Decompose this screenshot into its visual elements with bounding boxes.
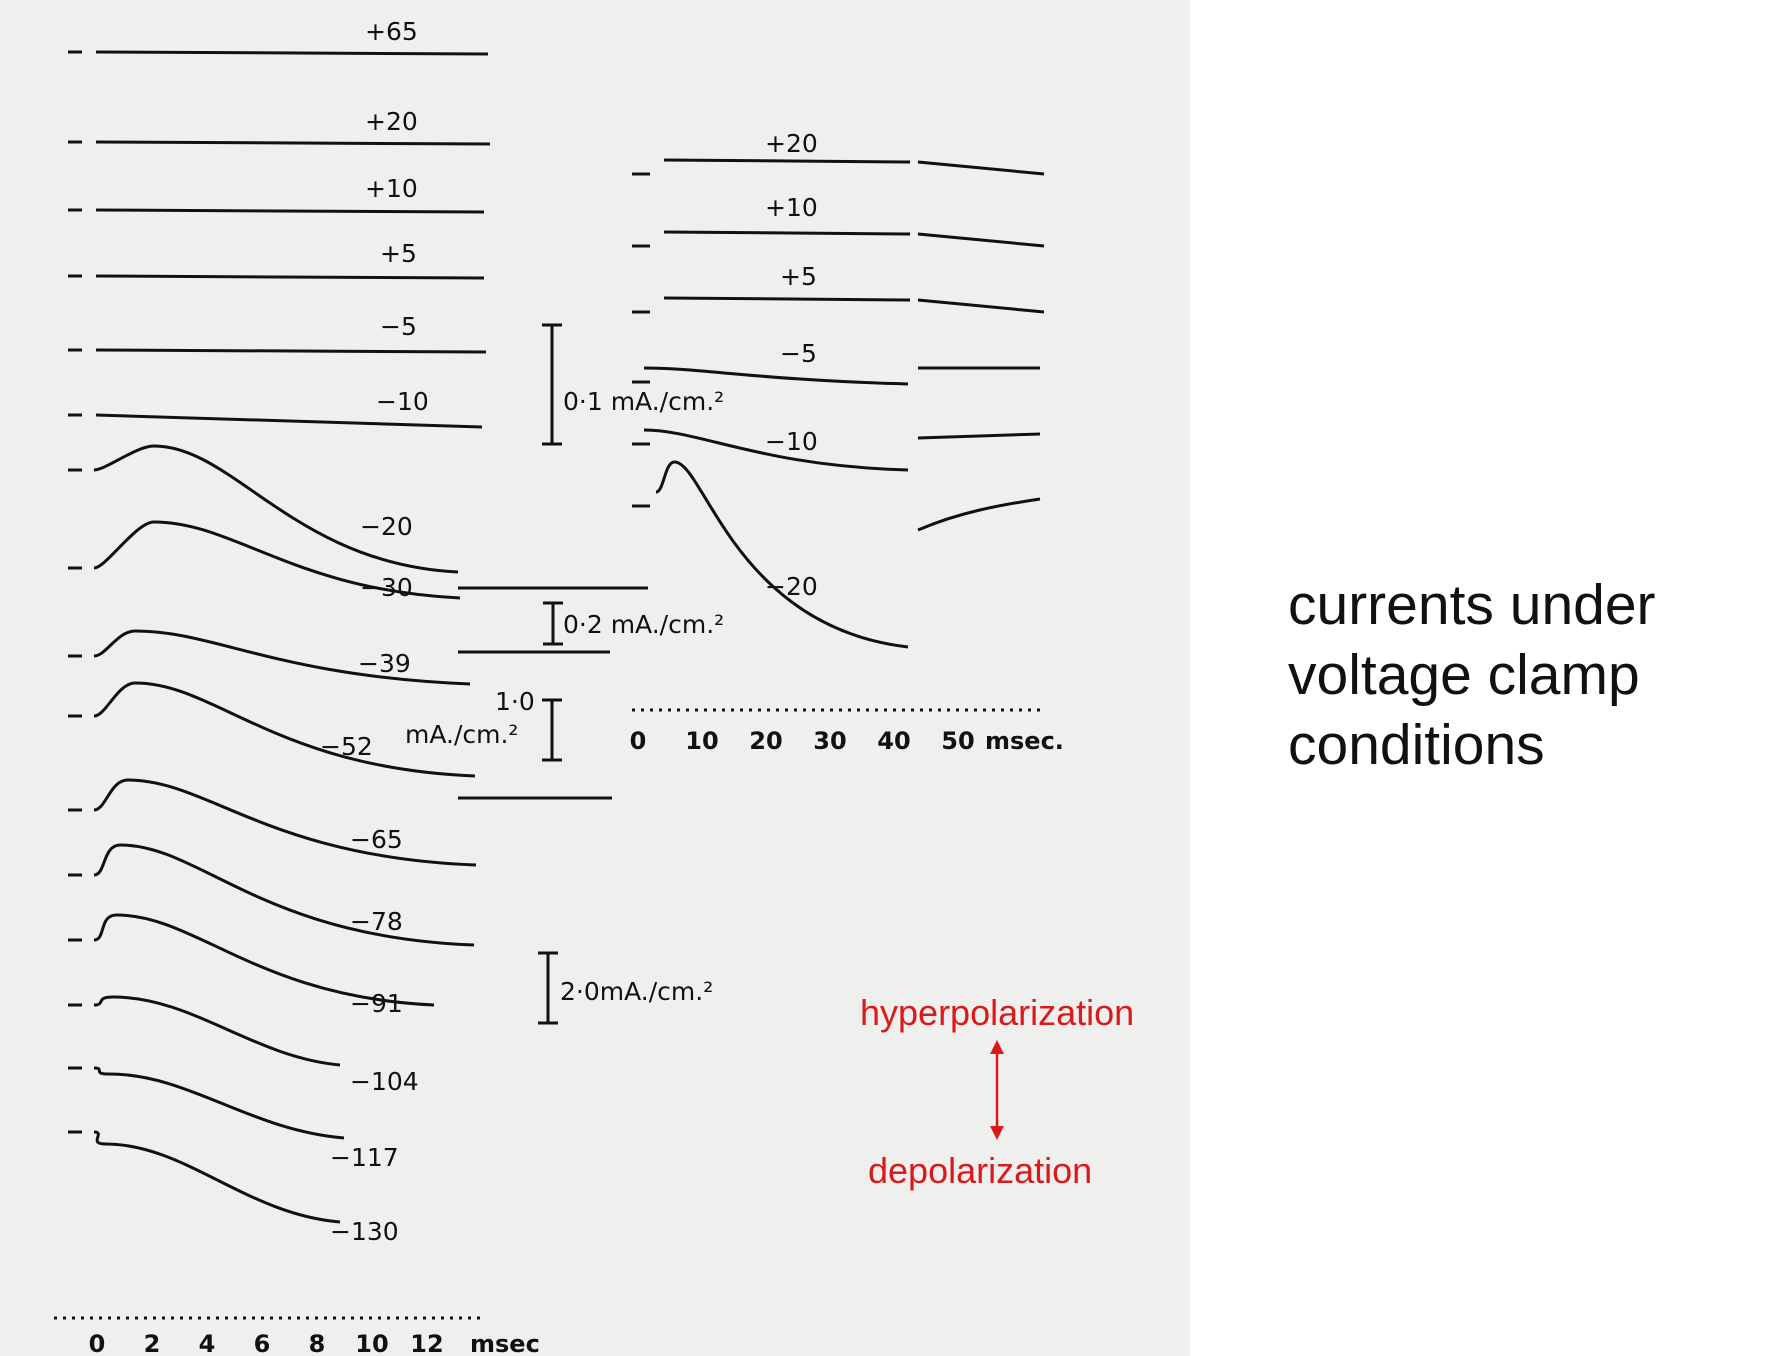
scale-bar-label: 0·2 mA./cm.² [563,610,724,639]
trace-line [93,843,475,947]
trace-line [643,428,909,472]
x-tick-label: 10 [355,1330,388,1356]
trace-label: +5 [780,262,817,291]
x-tick-label: 2 [144,1330,161,1356]
scale-bar-label: 2·0mA./cm.² [560,977,713,1006]
x-tick-label: 50 [941,727,974,755]
trace-label: −10 [765,427,818,456]
trace-label: −78 [350,907,403,936]
double-arrow-icon [990,1040,1004,1140]
trace-line [917,497,1041,532]
trace-label: −117 [330,1143,399,1172]
trace-label: −30 [360,573,413,602]
trace-line [93,995,341,1067]
scale-bar-label: 1·0 [495,687,535,716]
trace-line [93,1130,341,1224]
caption-line-3: conditions [1288,713,1545,777]
caption-line-1: currents under [1288,573,1656,637]
trace-label: −91 [350,989,403,1018]
trace-label: −130 [330,1217,399,1246]
caption: currents under voltage clamp conditions [1288,570,1758,780]
trace-line [93,1066,345,1140]
trace-line [93,444,459,574]
trace-line [93,778,477,867]
trace-label: −39 [358,649,411,678]
trace-line [663,296,1045,314]
trace-line [93,629,471,686]
trace-line [93,913,435,1007]
trace-line [663,230,1045,248]
trace-line [655,460,909,649]
trace-line [917,432,1041,440]
figure-panel: +65 +20 +10 +5 −5 −10 −20 −30 −39 −52 −65 −78 −91 −10… [0,0,1190,1356]
trace-label: −65 [350,825,403,854]
x-tick-label: 12 [410,1330,443,1356]
x-tick-label: 30 [813,727,846,755]
x-tick-label: 10 [685,727,718,755]
trace-label: +65 [365,17,418,46]
trace-line [663,158,1045,176]
caption-line-2: voltage clamp [1288,643,1640,707]
x-axis-unit: msec. [985,727,1064,755]
trace-line [95,348,487,354]
trace-label: +5 [380,239,417,268]
trace-label: −5 [380,312,417,341]
trace-label: −5 [780,339,817,368]
x-tick-label: 6 [254,1330,271,1356]
depolarization-label: depolarization [868,1150,1093,1191]
trace-line [643,366,909,386]
x-axis-unit: msec [470,1330,540,1356]
trace-line [95,140,491,146]
trace-label: +10 [765,193,818,222]
x-tick-label: 0 [630,727,647,755]
trace-line [95,50,489,56]
trace-line [95,208,485,214]
trace-line [95,413,483,429]
trace-line [95,274,485,280]
trace-label: −52 [320,732,373,761]
x-tick-label: 8 [309,1330,326,1356]
trace-line [93,520,461,600]
trace-label: +20 [765,129,818,158]
scale-bar-label: 0·1 mA./cm.² [563,387,724,416]
voltage-clamp-traces: +65+20+10+5−5−10−20−30−39−52−65−78−91−10… [54,17,1064,1356]
scale-bar-label: mA./cm.² [405,720,518,749]
trace-label: −104 [350,1067,419,1096]
x-tick-label: 20 [749,727,782,755]
x-tick-label: 40 [877,727,910,755]
trace-line [93,681,476,778]
x-tick-label: 0 [89,1330,106,1356]
trace-label: +20 [365,107,418,136]
trace-label: −20 [360,512,413,541]
trace-label: −20 [765,572,818,601]
hyperpolarization-label: hyperpolarization [860,992,1135,1033]
trace-label: +10 [365,174,418,203]
trace-label: −10 [376,387,429,416]
x-tick-label: 4 [199,1330,216,1356]
